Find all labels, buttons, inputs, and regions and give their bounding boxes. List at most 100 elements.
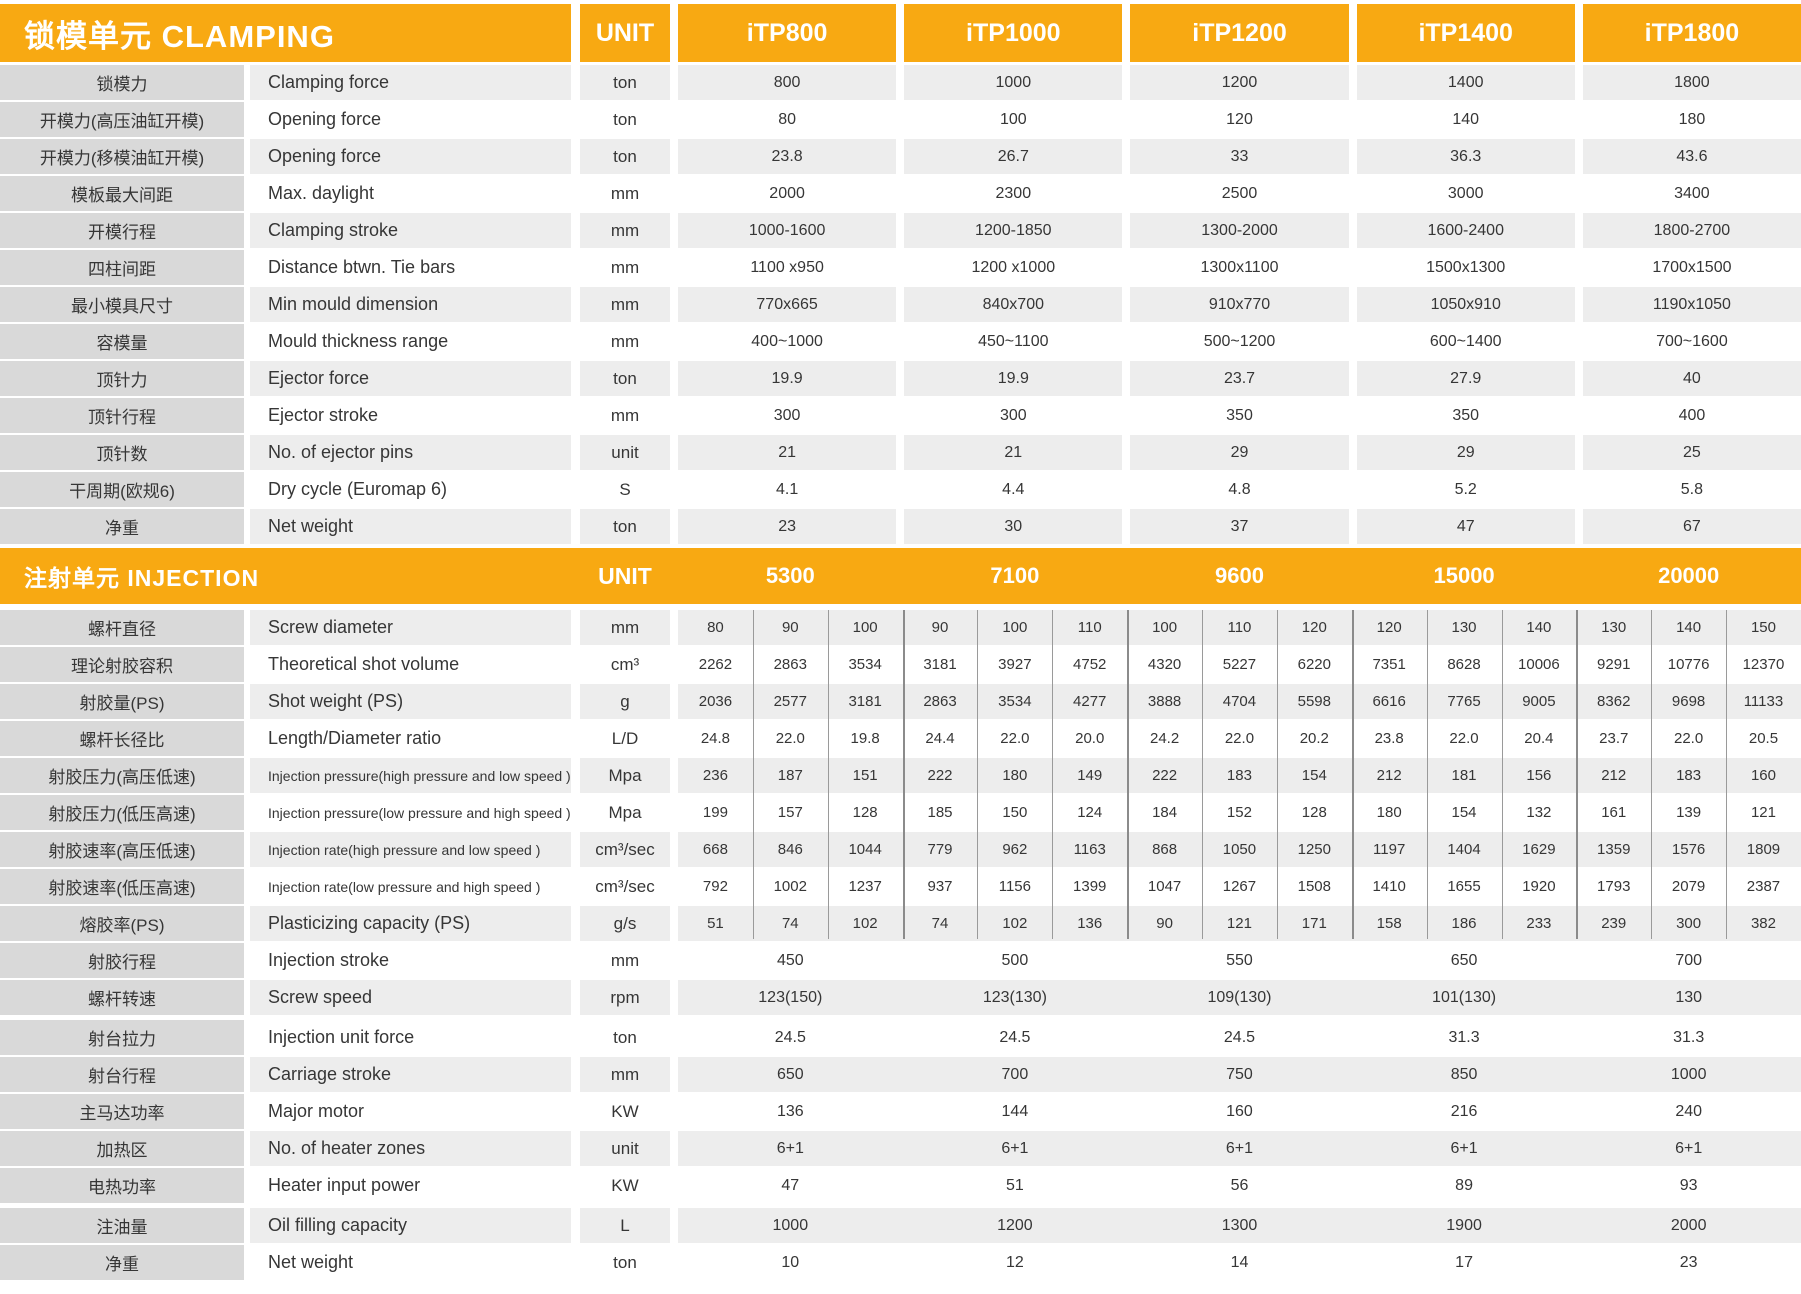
value-cell: 937 — [927, 878, 953, 895]
row-values: 770x665 840x700 910x770 1050x910 1190x1050 — [678, 287, 1801, 322]
value-cell: 1400 — [1356, 65, 1575, 100]
value-cell: 40 — [1582, 361, 1801, 396]
value-cell: 180 — [1678, 110, 1706, 128]
column-gap — [670, 213, 678, 248]
value-cell: 36.3 — [1356, 139, 1575, 174]
value-cell: 158 — [1351, 906, 1427, 941]
value-cell: 1300 — [1127, 1208, 1352, 1243]
spec-row: 开模行程 Clamping stroke mm 1000-1600 1200-1850 1… — [0, 213, 1801, 248]
row-unit: Mpa — [580, 758, 670, 793]
value-cell: 128 — [852, 804, 878, 821]
value-cell: 6+1 — [902, 1131, 1128, 1166]
value-cell: 120 — [1351, 610, 1427, 645]
value-cell: 183 — [1651, 758, 1727, 793]
value-cell: 2036 — [678, 684, 753, 719]
row-unit: L — [580, 1208, 670, 1243]
injection-merged-table: 射胶行程 Injection stroke mm 450 500 550 650 700 螺杆转… — [0, 943, 1801, 1280]
value-cell: 1100 x950 — [750, 258, 824, 276]
spec-row: 螺杆长径比 Length/Diameter ratio L/D 24.8 22.0 19.… — [0, 721, 1801, 756]
row-label-cn: 射胶行程 — [0, 943, 244, 978]
column-gap — [670, 176, 678, 211]
value-cell: 152 — [1226, 804, 1252, 821]
value-cell: 6+1 — [1576, 1131, 1801, 1166]
value-cell: 1044 — [827, 832, 903, 867]
value-cell: 120 — [1226, 110, 1253, 128]
column-gap — [670, 287, 678, 322]
column-gap — [571, 1094, 580, 1129]
column-gap — [571, 213, 580, 248]
row-label-en: Carriage stroke — [250, 1057, 571, 1092]
value-cell: 80 — [678, 610, 753, 645]
value-cell: 1200 — [902, 1208, 1128, 1243]
value-cell: 2000 — [1576, 1208, 1801, 1243]
value-cell: 37 — [1130, 509, 1349, 544]
value-cell: 2262 — [698, 656, 733, 673]
value-cell: 180 — [977, 758, 1053, 793]
value-cell: 400~1000 — [751, 332, 823, 350]
value-cell: 130 — [1576, 980, 1801, 1015]
value-cell: 868 — [1127, 832, 1203, 867]
value-cell: 2000 — [769, 184, 805, 202]
row-label-cn: 顶针力 — [0, 361, 244, 396]
spec-row: 顶针力 Ejector force ton 19.9 19.9 23.7 27.9 40 — [0, 361, 1801, 396]
spec-row: 射胶压力(高压低速) Injection pressure(high pressu… — [0, 758, 1801, 793]
value-cell: 600~1400 — [1429, 332, 1502, 350]
value-cell: 24.5 — [999, 1028, 1031, 1046]
row-unit: unit — [580, 435, 670, 470]
row-label-cn: 注油量 — [0, 1208, 244, 1243]
row-label-cn: 净重 — [0, 1245, 244, 1280]
value-cell: 239 — [1576, 906, 1652, 941]
row-unit: mm — [610, 950, 640, 970]
row-label-en: Injection pressure(low pressure and high… — [268, 804, 571, 821]
value-cell: 154 — [1451, 804, 1477, 821]
row-values: 19.9 19.9 23.7 27.9 40 — [678, 361, 1801, 396]
value-cell: 7765 — [1426, 684, 1502, 719]
row-unit: ton — [613, 109, 637, 129]
row-unit: mm — [610, 405, 640, 425]
value-cell: 770x665 — [678, 287, 897, 322]
value-cell: 3000 — [1447, 184, 1484, 202]
row-unit: cm³/sec — [580, 832, 670, 867]
value-cell: 5227 — [1222, 656, 1257, 673]
row-values: 236 187 151 222 180 149 222 183 154 212 181 156 212 1… — [678, 758, 1801, 793]
row-label-en: Ejector force — [250, 361, 571, 396]
column-gap — [571, 324, 580, 359]
value-cell: 6220 — [1297, 656, 1331, 673]
row-label-cn: 模板最大间距 — [0, 176, 244, 211]
column-gap — [571, 1245, 580, 1280]
value-cell: 9698 — [1651, 684, 1727, 719]
row-unit: ton — [580, 139, 670, 174]
column-gap — [670, 758, 678, 793]
value-cell: 2863 — [902, 684, 978, 719]
spec-row: 理论射胶容积 Theoretical shot volume cm³ 2262 2863… — [0, 647, 1801, 682]
row-label-cn: 加热区 — [0, 1131, 244, 1166]
value-cell: 89 — [1455, 1176, 1473, 1194]
row-unit: L/D — [611, 728, 639, 748]
value-cell: 400 — [1678, 406, 1706, 424]
column-gap — [670, 509, 678, 544]
column-gap — [571, 139, 580, 174]
spec-row: 容模量 Mould thickness range mm 400~1000 450~11… — [0, 324, 1801, 359]
value-cell: 161 — [1601, 804, 1627, 821]
value-cell: 124 — [1077, 804, 1103, 821]
row-label-cn: 最小模具尺寸 — [0, 287, 244, 322]
column-gap — [571, 906, 580, 941]
value-cell: 109(130) — [1127, 980, 1352, 1015]
header-gap — [670, 548, 678, 604]
value-cell: 1190x1050 — [1582, 287, 1801, 322]
value-cell: 149 — [1052, 758, 1128, 793]
value-cell: 157 — [777, 804, 803, 821]
value-cell: 1047 — [1147, 878, 1182, 895]
row-label-cn: 射台行程 — [0, 1057, 244, 1092]
injection-split-table: 螺杆直径 Screw diameter mm 80 90 100 90 100 110 100 11… — [0, 610, 1801, 941]
value-cell: 1900 — [1351, 1208, 1577, 1243]
row-label-en: Opening force — [250, 139, 571, 174]
row-label-en: Distance btwn. Tie bars — [268, 257, 456, 277]
spec-row: 电热功率 Heater input power KW 47 51 56 89 93 — [0, 1168, 1801, 1203]
column-gap — [571, 647, 580, 682]
row-values: 23 30 37 47 67 — [678, 509, 1801, 544]
value-cell: 186 — [1426, 906, 1502, 941]
row-unit: ton — [580, 65, 670, 100]
column-gap — [670, 324, 678, 359]
value-cell: 1200 x1000 — [971, 258, 1056, 276]
